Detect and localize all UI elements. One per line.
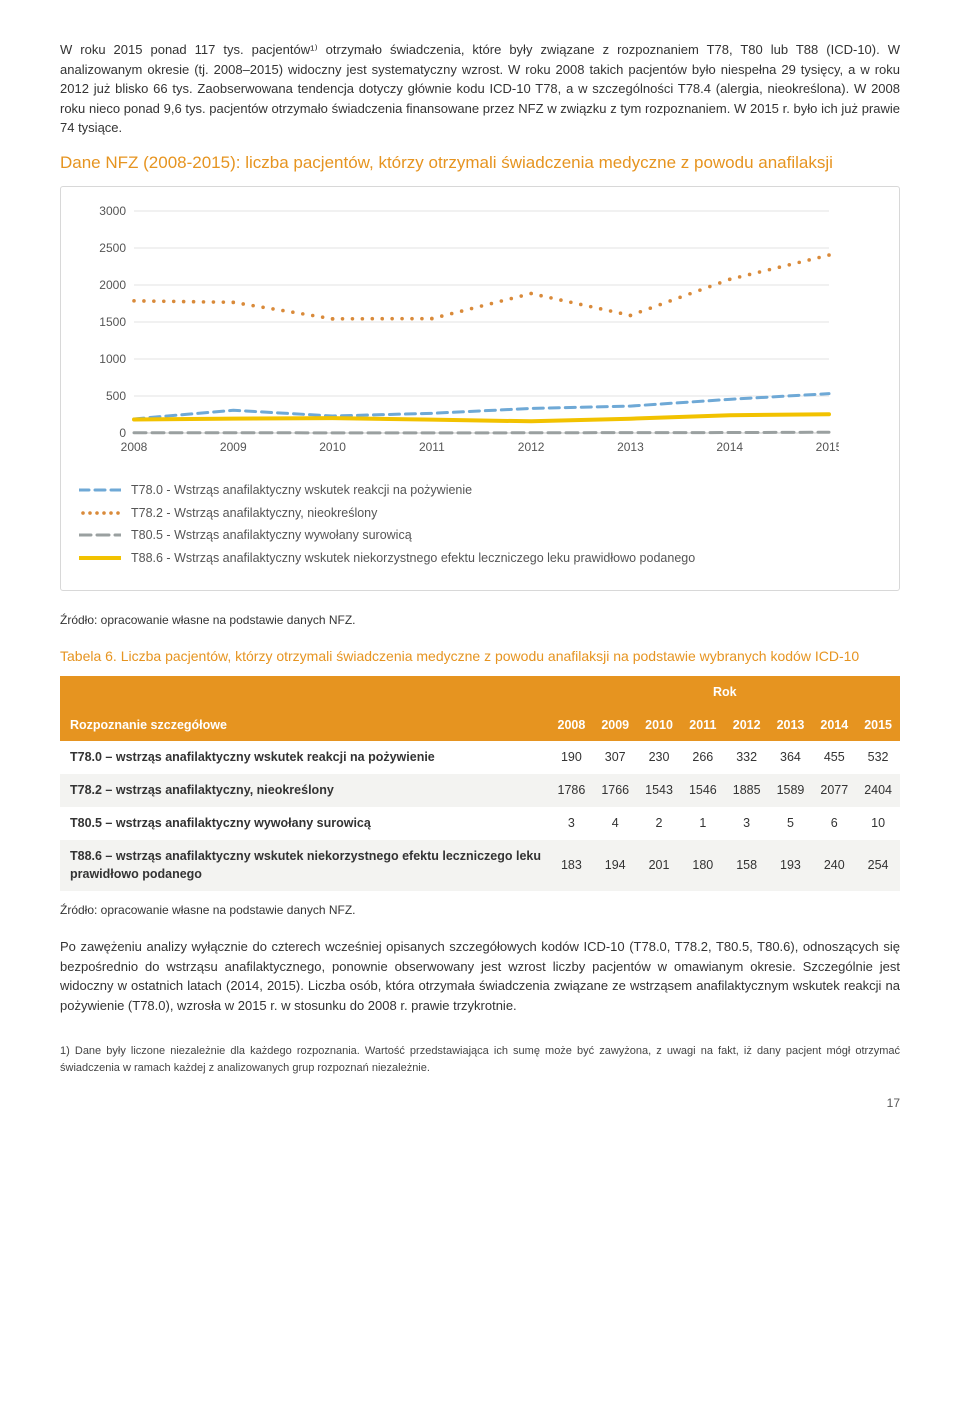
chart-source: Źródło: opracowanie własne na podstawie … [60,611,900,629]
table-year-header: 2012 [725,709,769,742]
line-chart: 0 500 1000 1500 2000 2500 3000 2008 2009 2010 2011… [79,201,839,461]
legend-label: T78.2 - Wstrząs anafilaktyczny, nieokreś… [131,504,377,523]
table-cell: 230 [637,741,681,774]
data-table: Rok Rozpoznanie szczegółowe2008200920102… [60,676,900,891]
legend-swatch [79,528,121,542]
svg-text:2009: 2009 [220,440,247,454]
legend-label: T80.5 - Wstrząs anafilaktyczny wywołany … [131,526,412,545]
page-number: 17 [60,1094,900,1112]
table-row-label: T80.5 – wstrząs anafilaktyczny wywołany … [60,807,550,840]
table-cell: 158 [725,840,769,892]
table-cell: 332 [725,741,769,774]
chart-title: Dane NFZ (2008-2015): liczba pacjentów, … [60,152,900,175]
table-source: Źródło: opracowanie własne na podstawie … [60,901,900,919]
svg-text:1000: 1000 [99,352,126,366]
table-cell: 3 [550,807,594,840]
legend-item: T80.5 - Wstrząs anafilaktyczny wywołany … [79,526,881,545]
svg-text:3000: 3000 [99,204,126,218]
table-cell: 1786 [550,774,594,807]
table-title: Tabela 6. Liczba pacjentów, którzy otrzy… [60,647,900,666]
table-cell: 2077 [812,774,856,807]
table-cell: 201 [637,840,681,892]
table-cell: 364 [769,741,813,774]
table-rok-header: Rok [550,676,901,709]
svg-text:2011: 2011 [419,440,445,454]
table-cell: 5 [769,807,813,840]
svg-text:2013: 2013 [617,440,644,454]
table-cell: 193 [769,840,813,892]
svg-text:2012: 2012 [518,440,545,454]
svg-text:2000: 2000 [99,278,126,292]
legend-label: T78.0 - Wstrząs anafilaktyczny wskutek r… [131,481,472,500]
table-rowhead-label: Rozpoznanie szczegółowe [60,709,550,742]
table-cell: 180 [681,840,725,892]
legend-item: T88.6 - Wstrząs anafilaktyczny wskutek n… [79,549,881,568]
table-row: T80.5 – wstrząs anafilaktyczny wywołany … [60,807,900,840]
table-cell: 1 [681,807,725,840]
legend-item: T78.2 - Wstrząs anafilaktyczny, nieokreś… [79,504,881,523]
table-cell: 307 [593,741,637,774]
table-cell: 6 [812,807,856,840]
table-cell: 240 [812,840,856,892]
table-cell: 532 [856,741,900,774]
table-cell: 4 [593,807,637,840]
chart-legend: T78.0 - Wstrząs anafilaktyczny wskutek r… [79,481,881,568]
svg-text:0: 0 [119,426,126,440]
svg-text:2008: 2008 [121,440,148,454]
legend-swatch [79,506,121,520]
legend-swatch [79,483,121,497]
table-cell: 2 [637,807,681,840]
table-cell: 1766 [593,774,637,807]
table-year-header: 2014 [812,709,856,742]
table-cell: 3 [725,807,769,840]
table-year-header: 2013 [769,709,813,742]
legend-item: T78.0 - Wstrząs anafilaktyczny wskutek r… [79,481,881,500]
table-year-header: 2010 [637,709,681,742]
table-cell: 1543 [637,774,681,807]
table-row: T88.6 – wstrząs anafilaktyczny wskutek n… [60,840,900,892]
table-year-header: 2015 [856,709,900,742]
svg-text:500: 500 [106,389,126,403]
legend-swatch [79,551,121,565]
footnote: 1) Dane były liczone niezależnie dla każ… [60,1043,900,1076]
intro-paragraph: W roku 2015 ponad 117 tys. pacjentów¹⁾ o… [60,40,900,138]
table-cell: 266 [681,741,725,774]
svg-text:1500: 1500 [99,315,126,329]
chart-container: 0 500 1000 1500 2000 2500 3000 2008 2009 2010 2011… [60,186,900,591]
table-row: T78.2 – wstrząs anafilaktyczny, nieokreś… [60,774,900,807]
table-cell: 194 [593,840,637,892]
legend-label: T88.6 - Wstrząs anafilaktyczny wskutek n… [131,549,695,568]
table-cell: 254 [856,840,900,892]
table-year-header: 2011 [681,709,725,742]
table-cell: 1546 [681,774,725,807]
table-year-header: 2008 [550,709,594,742]
svg-text:2015: 2015 [816,440,839,454]
table-cell: 1589 [769,774,813,807]
table-cell: 2404 [856,774,900,807]
table-cell: 190 [550,741,594,774]
table-cell: 455 [812,741,856,774]
table-row-label: T78.0 – wstrząs anafilaktyczny wskutek r… [60,741,550,774]
table-row-label: T88.6 – wstrząs anafilaktyczny wskutek n… [60,840,550,892]
conclusion-paragraph: Po zawężeniu analizy wyłącznie do cztere… [60,937,900,1015]
svg-text:2500: 2500 [99,241,126,255]
table-year-header: 2009 [593,709,637,742]
table-cell: 183 [550,840,594,892]
table-row: T78.0 – wstrząs anafilaktyczny wskutek r… [60,741,900,774]
svg-text:2014: 2014 [716,440,743,454]
svg-text:2010: 2010 [319,440,346,454]
table-cell: 1885 [725,774,769,807]
table-row-label: T78.2 – wstrząs anafilaktyczny, nieokreś… [60,774,550,807]
table-cell: 10 [856,807,900,840]
